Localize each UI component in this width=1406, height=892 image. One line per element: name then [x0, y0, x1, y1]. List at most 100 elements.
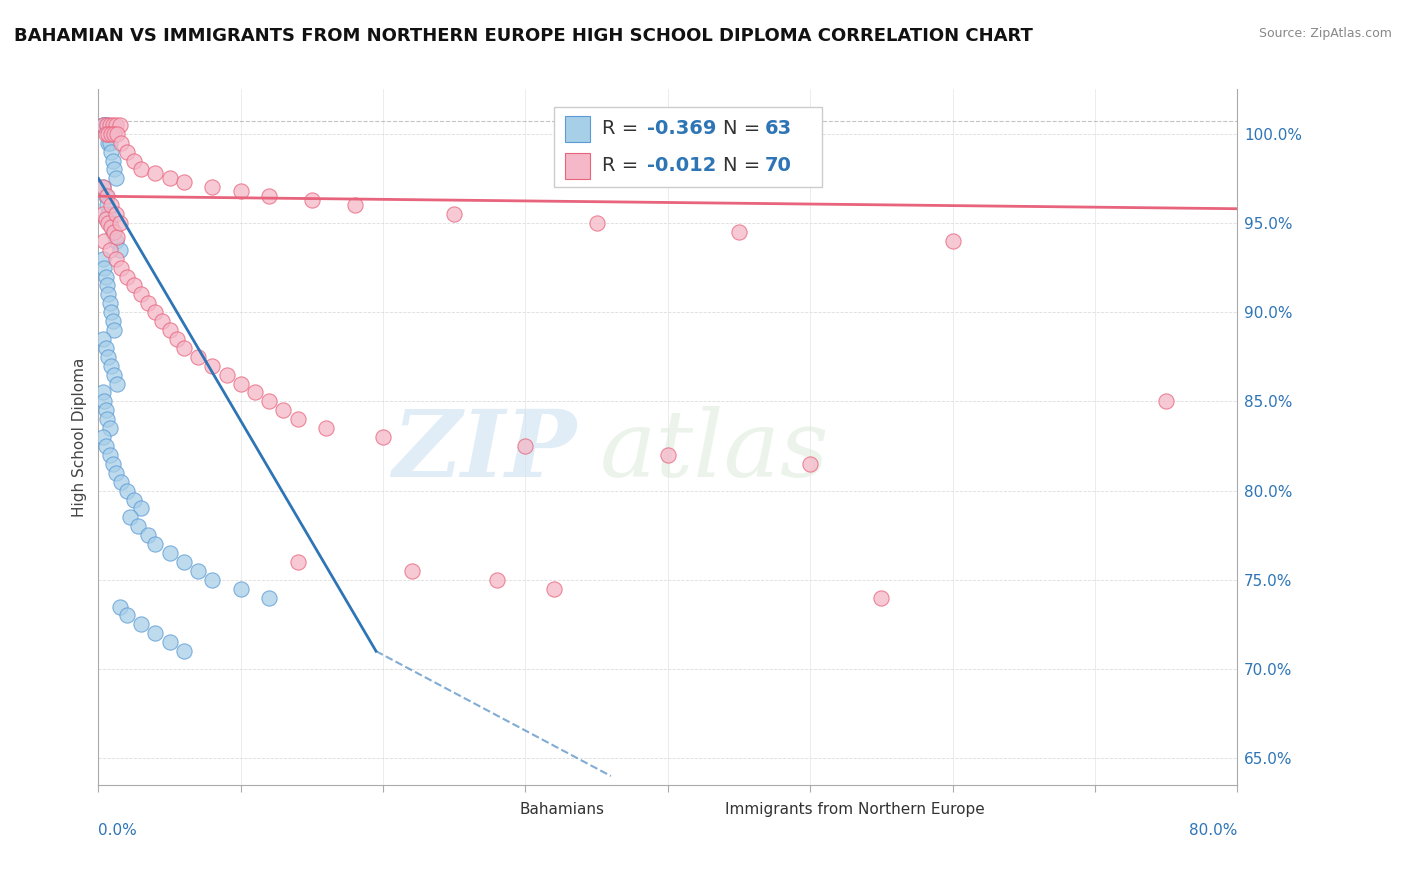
Point — [94, 439, 117, 453]
Point — [166, 332, 188, 346]
Point — [259, 591, 281, 605]
Point — [104, 171, 127, 186]
Point — [103, 162, 125, 177]
Point — [129, 617, 152, 632]
Point — [129, 287, 152, 301]
Point — [173, 555, 195, 569]
Point — [103, 368, 125, 382]
Point — [315, 421, 337, 435]
Point — [201, 573, 224, 587]
Point — [93, 394, 115, 409]
Point — [105, 376, 128, 391]
Point — [101, 457, 124, 471]
Point — [515, 439, 537, 453]
Point — [159, 171, 181, 186]
Point — [101, 225, 124, 239]
Text: atlas: atlas — [599, 406, 830, 496]
Point — [101, 153, 124, 168]
Point — [122, 278, 145, 293]
Point — [97, 127, 120, 141]
Point — [104, 234, 127, 248]
Point — [98, 448, 121, 462]
Point — [97, 216, 120, 230]
Point — [94, 189, 117, 203]
Text: Immigrants from Northern Europe: Immigrants from Northern Europe — [725, 802, 984, 817]
Point — [343, 198, 366, 212]
Point — [103, 323, 125, 337]
Point — [91, 180, 114, 194]
Point — [229, 376, 252, 391]
Point — [108, 599, 131, 614]
Point — [91, 207, 114, 221]
Point — [94, 403, 117, 417]
Point — [173, 341, 195, 355]
Point — [100, 145, 122, 159]
Point — [110, 260, 132, 275]
Point — [93, 234, 115, 248]
Point — [100, 127, 122, 141]
Point — [98, 136, 121, 150]
Point — [145, 305, 167, 319]
Point — [159, 323, 181, 337]
Point — [93, 118, 115, 132]
Point — [98, 296, 121, 310]
Point — [1154, 394, 1177, 409]
Point — [105, 230, 128, 244]
Point — [94, 212, 117, 227]
Point — [97, 287, 120, 301]
Point — [100, 359, 122, 373]
Point — [105, 127, 128, 141]
Point — [443, 207, 465, 221]
Y-axis label: High School Diploma: High School Diploma — [72, 358, 87, 516]
Text: 63: 63 — [765, 120, 792, 138]
Point — [91, 385, 114, 400]
Point — [104, 252, 127, 266]
Point — [136, 296, 159, 310]
Point — [215, 368, 238, 382]
Text: 70: 70 — [765, 156, 792, 175]
Point — [115, 269, 138, 284]
Point — [104, 207, 127, 221]
Text: R =: R = — [602, 156, 644, 175]
Point — [97, 350, 120, 364]
Point — [159, 635, 181, 649]
Point — [110, 136, 132, 150]
Point — [145, 626, 167, 640]
Point — [229, 582, 252, 596]
Point — [129, 501, 152, 516]
Point — [96, 189, 118, 203]
Point — [129, 162, 152, 177]
Point — [108, 243, 131, 257]
Point — [259, 394, 281, 409]
Point — [127, 519, 149, 533]
Point — [91, 180, 114, 194]
Text: Bahamians: Bahamians — [520, 802, 605, 817]
Point — [799, 457, 821, 471]
Text: N =: N = — [723, 156, 766, 175]
FancyBboxPatch shape — [565, 116, 591, 142]
Text: R =: R = — [602, 120, 644, 138]
Point — [122, 492, 145, 507]
Point — [97, 207, 120, 221]
Point — [115, 483, 138, 498]
Point — [94, 127, 117, 141]
Point — [115, 608, 138, 623]
Point — [145, 166, 167, 180]
Point — [103, 127, 125, 141]
Point — [118, 510, 141, 524]
Point — [259, 189, 281, 203]
Text: -0.012: -0.012 — [647, 156, 717, 175]
Point — [100, 305, 122, 319]
Point — [187, 564, 209, 578]
Point — [94, 118, 117, 132]
Point — [104, 118, 127, 132]
Text: 80.0%: 80.0% — [1189, 823, 1237, 838]
FancyBboxPatch shape — [679, 799, 713, 820]
Point — [93, 260, 115, 275]
Point — [91, 332, 114, 346]
Point — [100, 219, 122, 234]
Point — [401, 564, 423, 578]
Point — [657, 448, 679, 462]
Point — [301, 193, 323, 207]
Point — [728, 225, 751, 239]
